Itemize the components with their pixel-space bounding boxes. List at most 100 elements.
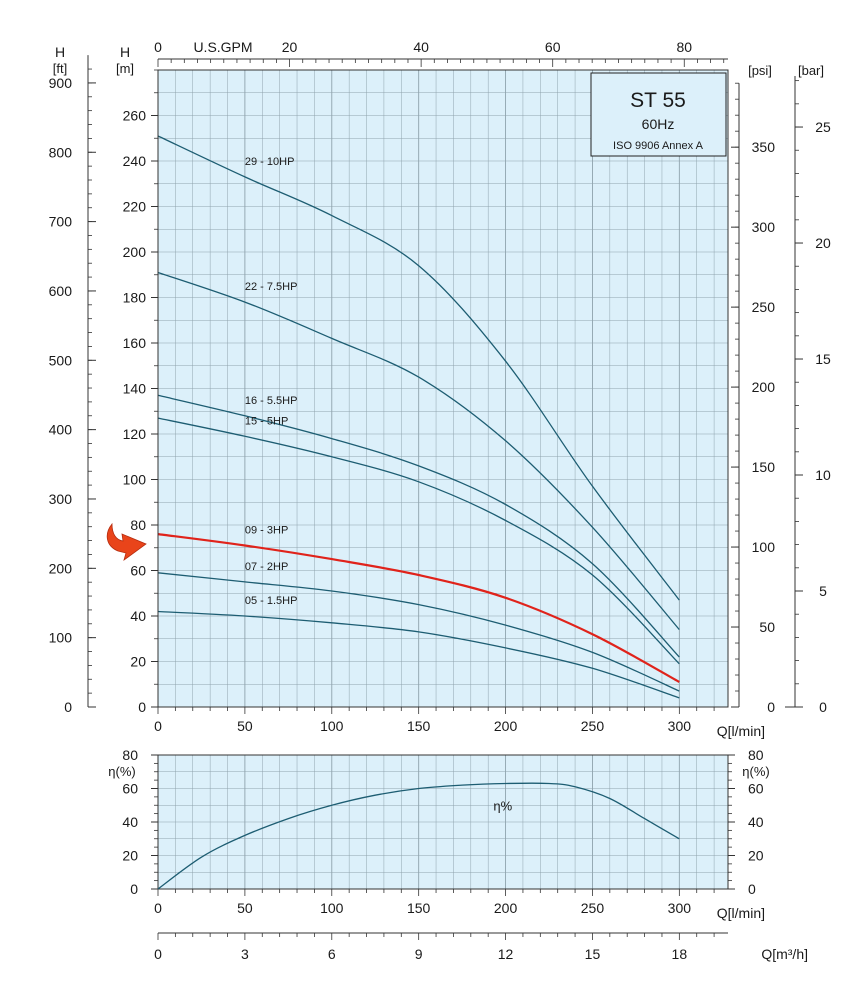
x-axis-main-title: Q[l/min] [717,723,765,739]
y-axis-ft-title: H [55,44,65,60]
y-axis-m-tick-label: 160 [123,335,147,351]
y-axis-psi-tick-label: 250 [752,299,776,315]
x-axis-gpm-title: U.S.GPM [193,39,252,55]
x-axis-main-tick-label: 150 [407,718,431,734]
y-axis-m-tick-label: 60 [130,563,146,579]
x-axis-gpm-tick-label: 80 [676,39,692,55]
efficiency-y-left-tick-label: 0 [130,881,138,897]
curve-label-05-1-5hp: 05 - 1.5HP [245,595,298,607]
x-axis-gpm-tick-label: 60 [545,39,561,55]
curve-22-7-5hp [157,271,680,631]
x-axis-efficiency-tick-label: 300 [668,900,692,916]
curve-label-07-2hp: 07 - 2HP [245,561,288,573]
y-axis-m-tick-label: 0 [138,699,146,715]
x-axis-efficiency-tick-label: 250 [581,900,605,916]
x-axis-m3h-tick-label: 9 [415,946,423,962]
y-axis-bar-tick-label: 20 [815,235,831,251]
y-axis-m-tick-label: 20 [130,654,146,670]
info-box-frequency: 60Hz [642,116,675,132]
x-axis-efficiency-tick-label: 200 [494,900,518,916]
curve-label-09-3hp: 09 - 3HP [245,524,288,536]
curve-label-22-7-5hp: 22 - 7.5HP [245,281,298,293]
y-axis-ft-unit: [ft] [53,61,67,76]
y-axis-ft-tick-label: 400 [49,422,73,438]
x-axis-main-tick-label: 300 [668,718,692,734]
y-axis-psi-tick-label: 300 [752,219,776,235]
curve-15-5hp [157,417,680,665]
y-axis-ft-tick-label: 700 [49,214,73,230]
y-axis-ft-tick-label: 300 [49,491,73,507]
y-axis-bar-tick-label: 5 [819,583,827,599]
efficiency-y-right-tick-label: 20 [748,848,764,864]
y-axis-m-tick-label: 260 [123,108,147,124]
x-axis-efficiency-tick-label: 50 [237,900,253,916]
curve-label-29-10hp: 29 - 10HP [245,156,295,168]
y-axis-bar-tick-label: 10 [815,467,831,483]
y-axis-m-tick-label: 140 [123,381,147,397]
y-axis-m-tick-label: 80 [130,517,146,533]
efficiency-curve-label: η% [493,798,512,813]
info-box [590,72,727,157]
efficiency-y-left-tick-label: 20 [122,848,138,864]
efficiency-y-right-title: η(%) [742,764,769,779]
curve-label-16-5-5hp: 16 - 5.5HP [245,395,298,407]
y-axis-psi-tick-label: 150 [752,459,776,475]
y-axis-psi-title: [psi] [748,63,772,78]
y-axis-m-title: H [120,44,130,60]
curve-09-3hp [157,533,680,683]
y-axis-bar-tick-label: 25 [815,119,831,135]
efficiency-y-right-tick-label: 60 [748,781,764,797]
y-axis-m-tick-label: 180 [123,290,147,306]
y-axis-m-tick-label: 100 [123,472,147,488]
y-axis-psi-tick-label: 0 [767,699,775,715]
x-axis-m3h-tick-label: 3 [241,946,249,962]
y-axis-ft-tick-label: 0 [64,699,72,715]
x-axis-main-tick-label: 0 [154,718,162,734]
y-axis-ft-tick-label: 900 [49,75,73,91]
x-axis-gpm-tick-label: 0 [154,39,162,55]
x-axis-m3h-tick-label: 0 [154,946,162,962]
x-axis-main-tick-label: 250 [581,718,605,734]
efficiency-y-left-tick-label: 60 [122,781,138,797]
curve-16-5-5hp [157,394,680,658]
y-axis-psi-tick-label: 200 [752,379,776,395]
x-axis-efficiency-tick-label: 150 [407,900,431,916]
x-axis-m3h-tick-label: 15 [585,946,601,962]
curve-efficiency [157,782,680,890]
efficiency-y-right-tick-label: 40 [748,814,764,830]
x-axis-gpm-tick-label: 20 [282,39,298,55]
x-axis-efficiency-tick-label: 100 [320,900,344,916]
y-axis-m-tick-label: 200 [123,244,147,260]
curve-05-1-5hp [157,610,680,699]
y-axis-ft-tick-label: 500 [49,352,73,368]
y-axis-ft-tick-label: 600 [49,283,73,299]
y-axis-ft-tick-label: 100 [49,630,73,646]
y-axis-ft-tick-label: 800 [49,144,73,160]
y-axis-bar-title: [bar] [798,63,824,78]
y-axis-bar-tick-label: 15 [815,351,831,367]
curve-07-2hp [157,572,680,692]
x-axis-m3h-title: Q[m³/h] [761,946,808,962]
efficiency-y-left-tick-label: 40 [122,814,138,830]
x-axis-m3h-tick-label: 18 [672,946,688,962]
x-axis-m3h-tick-label: 6 [328,946,336,962]
y-axis-m-tick-label: 40 [130,608,146,624]
info-box-standard: ISO 9906 Annex A [613,140,704,152]
efficiency-y-right-tick-label: 80 [748,747,764,763]
x-axis-main-tick-label: 50 [237,718,253,734]
y-axis-psi-tick-label: 350 [752,139,776,155]
x-axis-efficiency-tick-label: 0 [154,900,162,916]
y-axis-m-tick-label: 120 [123,426,147,442]
efficiency-y-right-tick-label: 0 [748,881,756,897]
info-box-model: ST 55 [630,89,686,112]
y-axis-m-tick-label: 220 [123,199,147,215]
y-axis-psi-tick-label: 50 [759,619,775,635]
curve-29-10hp [157,135,680,601]
x-axis-gpm-tick-label: 40 [413,39,429,55]
x-axis-main-tick-label: 200 [494,718,518,734]
y-axis-m-tick-label: 240 [123,153,147,169]
curve-label-15-5hp: 15 - 5HP [245,415,288,427]
highlight-arrow-icon [106,522,147,562]
